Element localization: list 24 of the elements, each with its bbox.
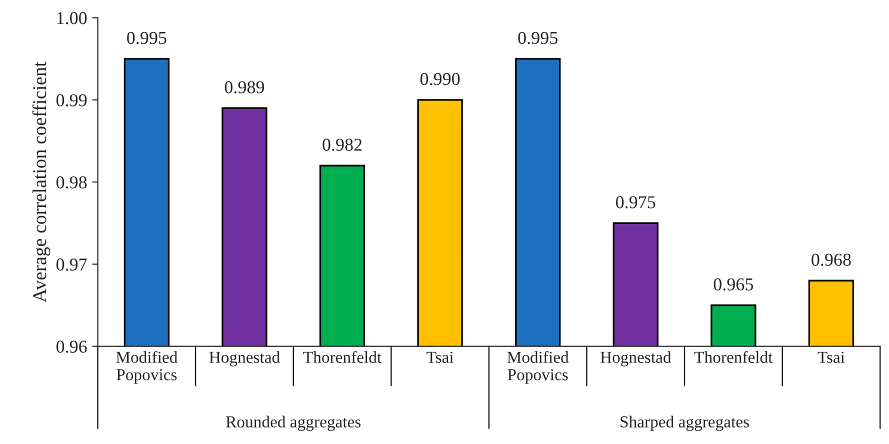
y-tick-label: 0.99: [56, 94, 87, 106]
x-tick-label: Tsai: [818, 352, 845, 363]
data-label: 0.968: [812, 254, 851, 266]
y-tick-label: 0.96: [56, 340, 87, 353]
data-label: 0.990: [420, 72, 460, 86]
data-label: 0.975: [616, 196, 656, 208]
x-tick-label: Modified Popovics: [507, 351, 569, 384]
x-tick-label: Modified Popovics: [116, 351, 178, 384]
x-tick-label: Hognestad: [209, 351, 280, 366]
data-label: 0.965: [714, 278, 754, 291]
y-tick-label: 0.98: [56, 176, 87, 189]
data-label: 0.995: [518, 32, 558, 44]
data-label: 0.982: [322, 138, 362, 151]
x-tick-label: Tsai: [426, 352, 454, 363]
x-tick-label: Thorenfeldt: [303, 351, 382, 363]
y-tick-label: 1.00: [57, 12, 87, 24]
x-tick-label: Hognestad: [600, 351, 672, 366]
y-tick-label: 0.97: [56, 258, 87, 271]
data-label: 0.995: [127, 32, 166, 44]
text: Sharped aggregates: [620, 416, 749, 431]
text: Rounded aggregates: [226, 416, 361, 431]
y-axis-title: Average correlation coefficient: [32, 62, 50, 302]
data-label: 0.989: [224, 81, 264, 94]
x-tick-label: Thorenfeldt: [694, 351, 773, 363]
